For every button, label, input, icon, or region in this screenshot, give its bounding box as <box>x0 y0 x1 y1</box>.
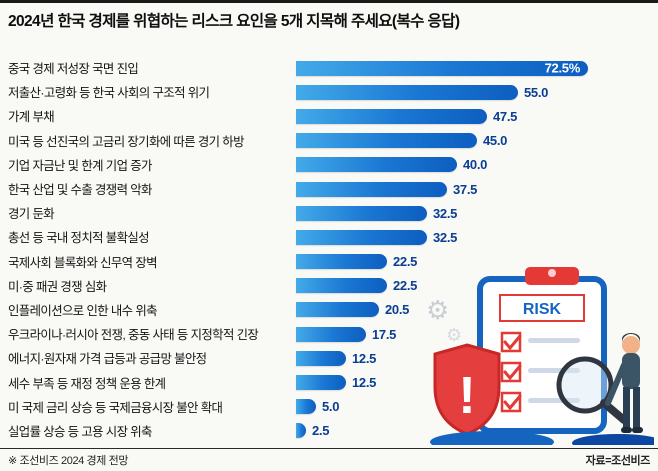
bar-area: 22.5 <box>296 254 652 270</box>
bar-area: 72.5% <box>296 60 652 76</box>
bar-area: 55.0 <box>296 84 652 100</box>
bar <box>296 350 346 366</box>
value-label: 12.5 <box>352 350 377 366</box>
category-label: 총선 등 국내 정치적 불확실성 <box>8 231 150 246</box>
bar-row: 세수 부족 등 재정 정책 운용 한계 12.5 <box>8 370 652 394</box>
bar <box>296 133 477 149</box>
category-label: 우크라이나·러시아 전쟁, 중동 사태 등 지정학적 긴장 <box>8 328 259 343</box>
bar-area: 5.0 <box>296 399 652 415</box>
bar-area: 2.5 <box>296 423 652 439</box>
bar-row: 중국 경제 저성장 국면 진입 72.5% <box>8 56 652 80</box>
source-note: ※ 조선비즈 2024 경제 전망 <box>8 455 129 467</box>
bar-row: 미국 등 선진국의 고금리 장기화에 따른 경기 하방 45.0 <box>8 129 652 153</box>
category-label: 인플레이션으로 인한 내수 위축 <box>8 303 158 318</box>
value-label: 40.0 <box>463 157 488 173</box>
bar-area: 22.5 <box>296 278 652 294</box>
category-label: 미 국제 금리 상승 등 국제금융시장 불안 확대 <box>8 400 223 415</box>
bar <box>296 278 387 294</box>
value-label: 55.0 <box>524 84 549 100</box>
top-rule <box>0 0 658 3</box>
value-label: 45.0 <box>483 133 508 149</box>
bar-area: 40.0 <box>296 157 652 173</box>
bar <box>296 157 457 173</box>
bar: 72.5% <box>296 60 588 76</box>
value-label: 32.5 <box>433 205 458 221</box>
bar-row: 한국 산업 및 수출 경쟁력 악화 37.5 <box>8 177 652 201</box>
category-label: 기업 자금난 및 한계 기업 증가 <box>8 158 152 173</box>
bar-row: 우크라이나·러시아 전쟁, 중동 사태 등 지정학적 긴장 17.5 <box>8 322 652 346</box>
category-label: 실업률 상승 등 고용 시장 위축 <box>8 424 152 439</box>
category-label: 저출산·고령화 등 한국 사회의 구조적 위기 <box>8 86 210 101</box>
credit-note: 자료=조선비즈 <box>585 455 651 467</box>
value-label: 32.5 <box>433 229 458 245</box>
category-label: 경기 둔화 <box>8 207 55 222</box>
category-label: 국제사회 블록화와 신무역 장벽 <box>8 255 158 270</box>
bar-row: 에너지·원자재 가격 급등과 공급망 불안정 12.5 <box>8 346 652 370</box>
bar-area: 20.5 <box>296 302 652 318</box>
value-label: 17.5 <box>372 326 397 342</box>
category-label: 세수 부족 등 재정 정책 운용 한계 <box>8 376 166 391</box>
bar-row: 경기 둔화 32.5 <box>8 201 652 225</box>
bar <box>296 399 316 415</box>
category-label: 미국 등 선진국의 고금리 장기화에 따른 경기 하방 <box>8 134 244 149</box>
bar-row: 국제사회 블록화와 신무역 장벽 22.5 <box>8 250 652 274</box>
bar <box>296 375 346 391</box>
bar <box>296 302 379 318</box>
value-label: 22.5 <box>393 278 418 294</box>
bar <box>296 326 366 342</box>
bar-area: 17.5 <box>296 326 652 342</box>
bar <box>296 84 518 100</box>
bar-area: 37.5 <box>296 181 652 197</box>
bar <box>296 181 447 197</box>
bar-row: 실업률 상승 등 고용 시장 위축 2.5 <box>8 419 652 443</box>
bar <box>296 254 387 270</box>
category-label: 에너지·원자재 가격 급등과 공급망 불안정 <box>8 352 207 367</box>
value-label: 47.5 <box>493 108 518 124</box>
bar-area: 12.5 <box>296 375 652 391</box>
value-label: 22.5 <box>393 254 418 270</box>
value-label: 2.5 <box>312 423 330 439</box>
value-label: 37.5 <box>453 181 478 197</box>
value-label: 5.0 <box>322 399 340 415</box>
bar <box>296 205 427 221</box>
bar-row: 저출산·고령화 등 한국 사회의 구조적 위기 55.0 <box>8 80 652 104</box>
bar-area: 47.5 <box>296 108 652 124</box>
bar <box>296 229 427 245</box>
category-label: 가계 부채 <box>8 110 55 125</box>
bar-row: 미 국제 금리 상승 등 국제금융시장 불안 확대 5.0 <box>8 395 652 419</box>
bar-row: 가계 부채 47.5 <box>8 104 652 128</box>
bar-row: 미·중 패권 경쟁 심화 22.5 <box>8 274 652 298</box>
bar-area: 12.5 <box>296 350 652 366</box>
bottom-rule <box>0 447 658 449</box>
bar <box>296 108 487 124</box>
category-label: 미·중 패권 경쟁 심화 <box>8 279 107 294</box>
value-label: 12.5 <box>352 375 377 391</box>
bar-area: 32.5 <box>296 229 652 245</box>
bar-row: 총선 등 국내 정치적 불확실성 32.5 <box>8 225 652 249</box>
bar-area: 45.0 <box>296 133 652 149</box>
category-label: 한국 산업 및 수출 경쟁력 악화 <box>8 183 152 198</box>
bar-area: 32.5 <box>296 205 652 221</box>
category-label: 중국 경제 저성장 국면 진입 <box>8 62 139 77</box>
value-label: 20.5 <box>385 302 410 318</box>
bar <box>296 423 306 439</box>
bar-row: 기업 자금난 및 한계 기업 증가 40.0 <box>8 153 652 177</box>
bar-row: 인플레이션으로 인한 내수 위축 20.5 <box>8 298 652 322</box>
value-label: 72.5% <box>544 60 581 76</box>
chart-title: 2024년 한국 경제를 위협하는 리스크 요인을 5개 지목해 주세요(복수 … <box>8 13 460 30</box>
bar-rows: 중국 경제 저성장 국면 진입 72.5% 저출산·고령화 등 한국 사회의 구조적… <box>8 56 652 443</box>
